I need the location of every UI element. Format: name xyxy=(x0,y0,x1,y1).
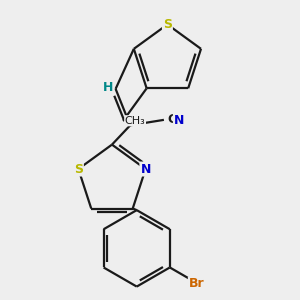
Text: H: H xyxy=(103,81,113,94)
Text: S: S xyxy=(163,18,172,31)
Text: C: C xyxy=(167,113,176,126)
Text: N: N xyxy=(174,114,184,127)
Text: Br: Br xyxy=(189,278,204,290)
Text: S: S xyxy=(74,163,83,176)
Text: CH₃: CH₃ xyxy=(125,116,146,126)
Text: N: N xyxy=(140,163,151,176)
